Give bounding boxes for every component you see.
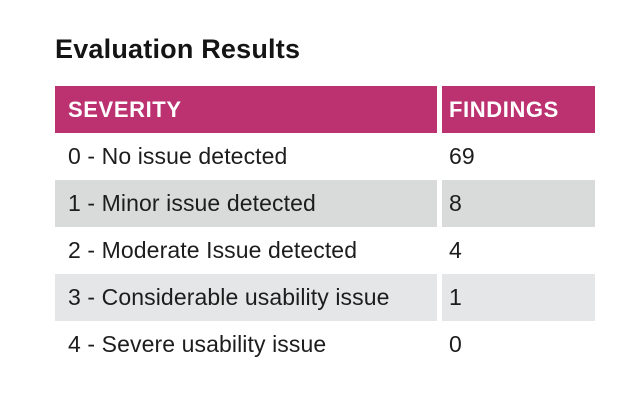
severity-cell: 2 - Moderate Issue detected: [68, 237, 358, 263]
page-title: Evaluation Results: [55, 34, 301, 64]
column-header-findings: FINDINGS: [437, 86, 595, 133]
column-header-severity: SEVERITY: [68, 96, 182, 122]
findings-cell: 4: [437, 227, 595, 274]
findings-cell: 8: [437, 180, 595, 227]
evaluation-results-table: SEVERITY FINDINGS 0 - No issue detected …: [55, 86, 595, 368]
findings-cell: 69: [437, 133, 595, 180]
table-row: 1 - Minor issue detected 8: [55, 180, 595, 227]
severity-cell: 4 - Severe usability issue: [68, 331, 327, 357]
table-header-row: SEVERITY FINDINGS: [55, 86, 595, 133]
severity-cell: 0 - No issue detected: [68, 143, 288, 169]
table-row: 3 - Considerable usability issue 1: [55, 274, 595, 321]
severity-cell: 3 - Considerable usability issue: [68, 284, 390, 310]
findings-cell: 0: [437, 321, 595, 368]
severity-cell: 1 - Minor issue detected: [68, 190, 316, 216]
findings-cell: 1: [437, 274, 595, 321]
table-row: 2 - Moderate Issue detected 4: [55, 227, 595, 274]
table-row: 0 - No issue detected 69: [55, 133, 595, 180]
table-row: 4 - Severe usability issue 0: [55, 321, 595, 368]
